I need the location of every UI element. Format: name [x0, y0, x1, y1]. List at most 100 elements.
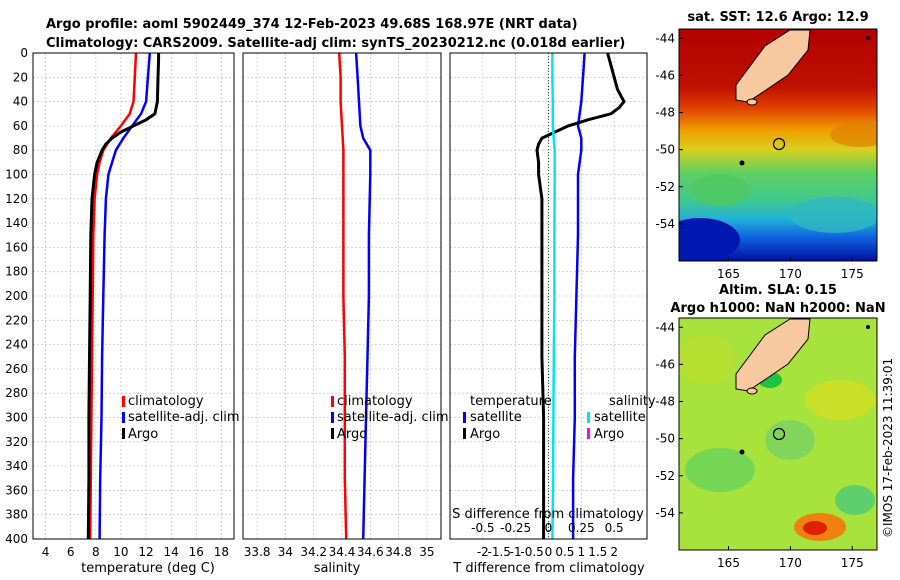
x-tick-label: -2 — [477, 545, 489, 559]
map-x-tick-label: 175 — [841, 267, 864, 281]
x-tick-label: 34.6 — [357, 545, 384, 559]
legend-label-s-satellite: satellite — [594, 410, 646, 425]
sst-map-ticks: 165 170 175 -44 -46 -48 -50 -52 -54 — [655, 31, 863, 281]
x-tick-label: 8 — [92, 545, 100, 559]
salinity-legend: climatology satellite-adj. clim Argo — [331, 394, 449, 442]
sdiff-tick-label: 0.25 — [568, 521, 595, 535]
sla-frame — [678, 317, 878, 551]
map-x-tick-label: 165 — [717, 267, 740, 281]
map-x-tick-label: 175 — [841, 556, 864, 570]
x-tick-label: 34.2 — [300, 545, 327, 559]
y-tick-label: 120 — [5, 192, 28, 206]
x-tick-label: -1 — [510, 545, 522, 559]
y-tick-label: 180 — [5, 265, 28, 279]
map-y-tick-label: -44 — [655, 320, 675, 334]
salinity-xlabel: salinity — [314, 561, 361, 576]
sst-map-title: sat. SST: 12.6 Argo: 12.9 — [687, 10, 868, 25]
y-tick-label: 320 — [5, 435, 28, 449]
map-y-tick-label: -54 — [655, 217, 675, 231]
legend-swatch-satellite — [122, 412, 125, 423]
sla-patch — [685, 448, 755, 492]
legend-swatch-s-satellite — [587, 412, 590, 423]
legend-swatch-climatology — [122, 396, 125, 407]
legend-label-climatology: climatology — [337, 394, 413, 409]
y-tick-label: 80 — [13, 143, 28, 157]
x-tick-label: -0.5 — [520, 545, 543, 559]
series-satellite-adj-clim — [98, 52, 152, 540]
argo-location-marker — [772, 427, 786, 441]
sdiff-tick-label: -0.5 — [471, 521, 494, 535]
map-x-tick-label: 170 — [779, 556, 802, 570]
sla-map-title-line1: Altim. SLA: 0.15 — [719, 283, 837, 298]
y-tick-label: 300 — [5, 411, 28, 425]
map-y-tick-label: -46 — [655, 357, 675, 371]
legend-label-satellite: satellite-adj. clim — [128, 410, 240, 425]
sdiff-tick-label: 0 — [545, 521, 553, 535]
y-tick-label: 400 — [5, 532, 28, 546]
imos-watermark: ©IMOS 17-Feb-2023 11:39:01 — [881, 358, 895, 538]
y-tick-label: 200 — [5, 289, 28, 303]
sla-map-title-line2: Argo h1000: NaN h2000: NaN — [670, 301, 885, 316]
figure-title-line1: Argo profile: aoml 5902449_374 12-Feb-20… — [46, 17, 578, 32]
sla-high-core — [803, 521, 827, 535]
axes-frame — [32, 52, 235, 540]
legend-swatch-t-satellite — [463, 412, 466, 423]
sst-map — [678, 28, 878, 262]
series-argo — [86, 53, 161, 540]
legend-label-s-argo: Argo — [594, 427, 624, 442]
temperature-panel: 4 6 8 10 12 14 16 18020406080100120140160180200… — [5, 46, 235, 559]
legend-label-t-argo: Argo — [470, 427, 500, 442]
land-auckland-islands — [739, 449, 745, 455]
map-x-tick-label: 170 — [779, 267, 802, 281]
map-y-tick-label: -50 — [655, 432, 675, 446]
x-tick-label: 16 — [189, 545, 204, 559]
land-stewart-island — [746, 98, 758, 106]
sdiff-label: S difference from climatology — [452, 507, 644, 522]
legend-swatch-argo — [331, 428, 334, 439]
y-tick-label: 160 — [5, 240, 28, 254]
mixed-patch — [790, 197, 877, 233]
x-tick-label: 34.4 — [329, 545, 356, 559]
y-tick-label: 60 — [13, 119, 28, 133]
sdiff-tick-label: 0.5 — [605, 521, 624, 535]
y-tick-label: 100 — [5, 168, 28, 182]
series-climatology — [88, 52, 138, 540]
sdiff-tick-labels: -0.5 -0.25 0 0.25 0.5 — [471, 521, 624, 535]
axes-frame — [449, 52, 648, 540]
land-auckland-islands — [739, 160, 745, 166]
series-climatology — [337, 52, 348, 540]
x-tick-label: 18 — [214, 545, 229, 559]
legend-swatch-s-argo — [587, 428, 590, 439]
sla-map — [678, 317, 878, 551]
x-tick-label: -1.5 — [488, 545, 511, 559]
y-tick-label: 260 — [5, 362, 28, 376]
temperature-xlabel: temperature (deg C) — [81, 561, 215, 576]
sla-patch — [835, 485, 875, 515]
legend-salinity-heading: salinity — [609, 394, 656, 409]
figure-title-line2: Climatology: CARS2009. Satellite-adj cli… — [46, 36, 625, 51]
series-t-argo — [535, 52, 626, 539]
sst-frame — [678, 28, 878, 262]
y-tick-label: 140 — [5, 216, 28, 230]
salinity-panel: 33.8 34 34.2 34.4 34.6 34.8 35 — [242, 52, 442, 559]
x-tick-label: 12 — [138, 545, 153, 559]
x-tick-label: 6 — [67, 545, 75, 559]
x-tick-label: 10 — [113, 545, 128, 559]
temperature-legend: climatology satellite-adj. clim Argo — [122, 394, 240, 442]
legend-swatch-climatology — [331, 396, 334, 407]
x-tick-label: 4 — [42, 545, 50, 559]
x-tick-label: 33.8 — [244, 545, 271, 559]
legend-label-argo: Argo — [128, 427, 158, 442]
y-tick-label: 280 — [5, 386, 28, 400]
x-tick-label: 2 — [610, 545, 618, 559]
land-chatham — [866, 36, 870, 40]
axes-frame — [242, 52, 442, 540]
map-x-tick-label: 165 — [717, 556, 740, 570]
series-t-satellite — [571, 52, 586, 539]
map-y-tick-label: -48 — [655, 106, 675, 120]
x-tick-label: 1 — [578, 545, 586, 559]
y-tick-label: 240 — [5, 338, 28, 352]
y-tick-label: 220 — [5, 313, 28, 327]
tdiff-xlabel: T difference from climatology — [452, 561, 645, 576]
